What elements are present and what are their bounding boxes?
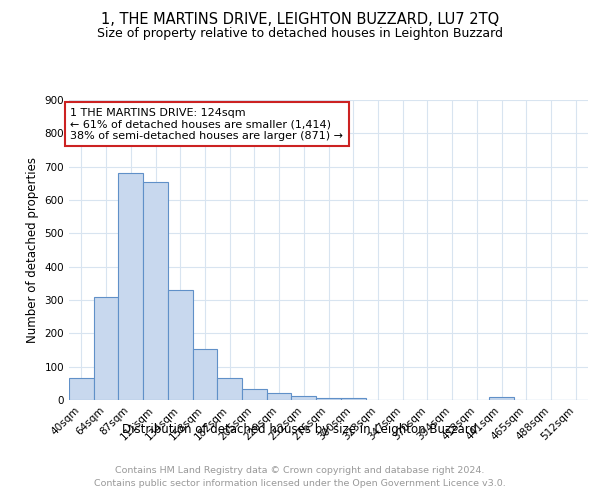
Bar [143, 182, 168, 400]
Y-axis label: Number of detached properties: Number of detached properties [26, 157, 39, 343]
Bar [168, 290, 193, 400]
Bar [316, 398, 341, 400]
Bar [341, 398, 365, 400]
Bar [94, 296, 118, 400]
Bar [242, 389, 267, 400]
Bar [69, 378, 94, 400]
Text: Contains HM Land Registry data © Crown copyright and database right 2024.: Contains HM Land Registry data © Crown c… [115, 466, 485, 475]
Text: Distribution of detached houses by size in Leighton Buzzard: Distribution of detached houses by size … [122, 422, 478, 436]
Bar [292, 396, 316, 400]
Bar [193, 350, 217, 400]
Bar [489, 396, 514, 400]
Text: 1, THE MARTINS DRIVE, LEIGHTON BUZZARD, LU7 2TQ: 1, THE MARTINS DRIVE, LEIGHTON BUZZARD, … [101, 12, 499, 28]
Bar [267, 392, 292, 400]
Text: Size of property relative to detached houses in Leighton Buzzard: Size of property relative to detached ho… [97, 28, 503, 40]
Bar [118, 174, 143, 400]
Bar [217, 378, 242, 400]
Text: 1 THE MARTINS DRIVE: 124sqm
← 61% of detached houses are smaller (1,414)
38% of : 1 THE MARTINS DRIVE: 124sqm ← 61% of det… [70, 108, 343, 140]
Text: Contains public sector information licensed under the Open Government Licence v3: Contains public sector information licen… [94, 479, 506, 488]
